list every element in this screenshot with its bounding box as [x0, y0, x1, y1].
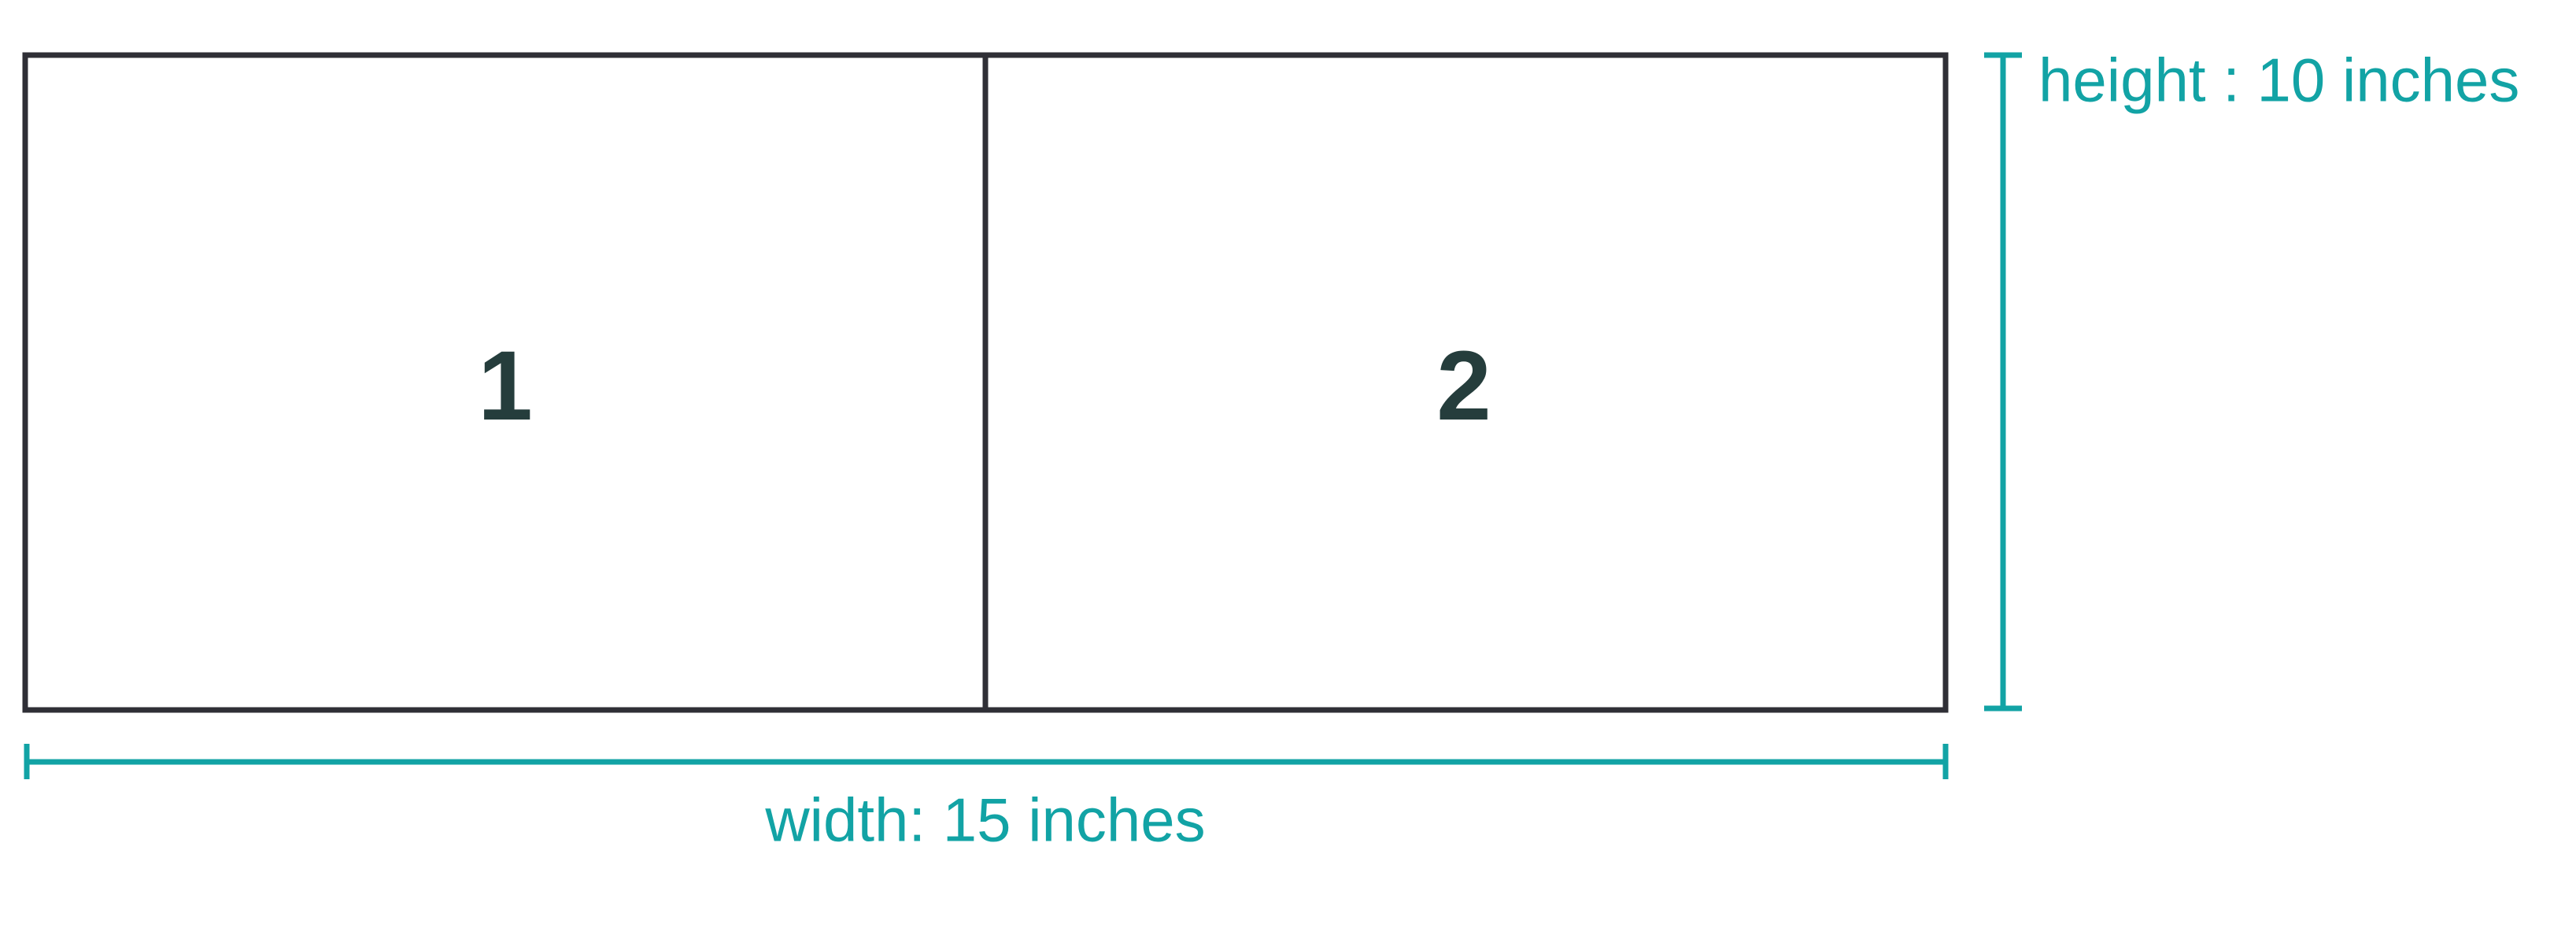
- panel-1-label: 1: [478, 331, 533, 441]
- width-label: width: 15 inches: [764, 786, 1205, 855]
- panel-2-label: 2: [1436, 331, 1491, 441]
- height-label: height : 10 inches: [2038, 46, 2519, 115]
- height-dimension-bracket: [1984, 52, 2022, 712]
- width-dimension-bracket: [24, 744, 1949, 779]
